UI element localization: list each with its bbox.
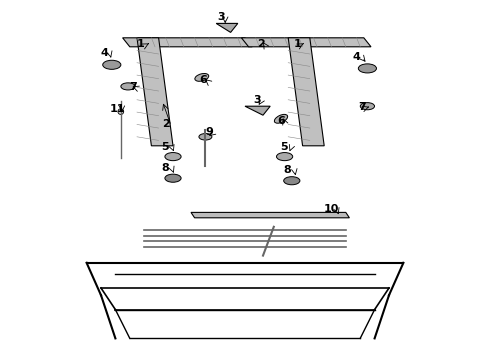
Text: 8: 8 xyxy=(284,165,292,175)
Text: 4: 4 xyxy=(353,51,361,62)
Ellipse shape xyxy=(360,103,374,110)
Polygon shape xyxy=(242,38,371,47)
Ellipse shape xyxy=(358,64,376,73)
Ellipse shape xyxy=(195,73,209,81)
Ellipse shape xyxy=(165,153,181,161)
Text: 5: 5 xyxy=(280,141,288,152)
Polygon shape xyxy=(137,38,173,146)
Polygon shape xyxy=(216,23,238,32)
Text: 7: 7 xyxy=(358,102,366,112)
Ellipse shape xyxy=(276,153,293,161)
Text: 8: 8 xyxy=(161,163,169,173)
Ellipse shape xyxy=(121,83,135,90)
Text: 3: 3 xyxy=(218,12,225,22)
Text: 2: 2 xyxy=(257,39,265,49)
Text: 5: 5 xyxy=(161,141,169,152)
Ellipse shape xyxy=(284,177,300,185)
Ellipse shape xyxy=(199,134,212,140)
Polygon shape xyxy=(245,106,270,115)
Ellipse shape xyxy=(103,60,121,69)
Text: 1: 1 xyxy=(137,39,145,49)
Ellipse shape xyxy=(165,174,181,182)
Text: 4: 4 xyxy=(100,48,109,58)
Text: 7: 7 xyxy=(129,82,137,92)
Ellipse shape xyxy=(274,114,288,123)
Text: 10: 10 xyxy=(324,204,339,214)
Polygon shape xyxy=(288,38,324,146)
Polygon shape xyxy=(122,38,252,47)
Text: 6: 6 xyxy=(199,75,208,85)
Circle shape xyxy=(118,109,123,114)
Text: 1: 1 xyxy=(294,39,301,49)
Text: 11: 11 xyxy=(109,104,125,114)
Text: 3: 3 xyxy=(254,95,261,105)
Text: 9: 9 xyxy=(205,127,213,137)
Text: 2: 2 xyxy=(162,119,170,129)
Text: 6: 6 xyxy=(277,116,285,126)
Polygon shape xyxy=(191,212,349,218)
